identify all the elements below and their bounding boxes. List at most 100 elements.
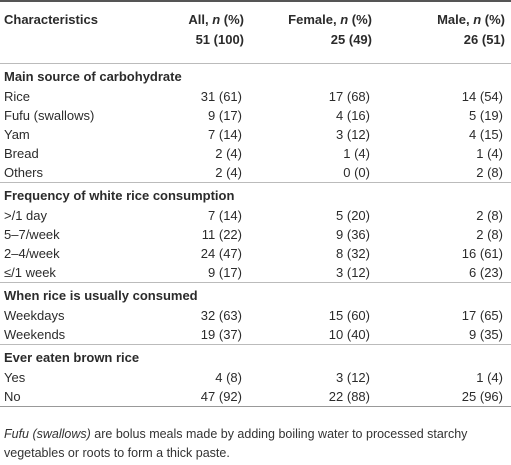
cell: 2 (8) [476, 208, 503, 223]
cell: 4 (15) [469, 127, 503, 142]
cell: 6 (23) [469, 264, 503, 280]
row-label: Yam [4, 127, 30, 142]
cell: 1 (4) [343, 146, 370, 161]
cell: 24 (47) [200, 246, 242, 261]
header-total: 26 (51) [463, 32, 505, 47]
header-label: All, [188, 12, 213, 27]
section-row: When rice is usually consumed [0, 282, 511, 306]
cell: 5 (19) [469, 108, 503, 123]
section: Frequency of white rice consumption >/1 d… [0, 182, 511, 282]
row-label: Weekdays [4, 308, 65, 323]
footnote: Fufu (swallows) are bolus meals made by … [4, 425, 504, 463]
cell: 32 (63) [200, 308, 242, 323]
cell: 3 (12) [336, 127, 370, 142]
section-row: Ever eaten brown rice [0, 344, 511, 368]
header-label: Female, [288, 12, 341, 27]
row-label: 5–7/week [4, 227, 60, 242]
cell: 31 (61) [200, 89, 242, 104]
table-header: Characteristics All, n (%) 51 (100) Female,… [0, 1, 511, 63]
header-label: (%) [348, 12, 372, 27]
cell: 17 (65) [461, 308, 503, 323]
table-row: 2–4/week 24 (47) 8 (32) 16 (61) [0, 244, 511, 263]
header-italic: n [212, 12, 221, 27]
cell: 16 (61) [461, 246, 503, 261]
cell: 5 (20) [336, 208, 370, 223]
column-header: Male, n (%) 26 (51) [378, 1, 511, 63]
cell: 2 (8) [476, 164, 503, 180]
table-row: Rice 31 (61) 17 (68) 14 (54) [0, 87, 511, 106]
cell: 3 (12) [336, 370, 370, 385]
table-row: Yes 4 (8) 3 (12) 1 (4) [0, 368, 511, 387]
row-label: Yes [4, 370, 26, 385]
cell: 2 (4) [215, 164, 242, 180]
cell: 9 (36) [336, 227, 370, 242]
header-label: Male, [437, 12, 474, 27]
cell: 9 (17) [208, 264, 242, 280]
table-row: Weekends 19 (37) 10 (40) 9 (35) [0, 325, 511, 344]
header-label: (%) [220, 12, 244, 27]
section-title: Main source of carbohydrate [4, 69, 182, 85]
row-label: Fufu (swallows) [4, 108, 95, 123]
header-label: Characteristics [4, 12, 98, 27]
cell: 7 (14) [208, 208, 242, 223]
cell: 11 (22) [201, 227, 242, 242]
section-title: Ever eaten brown rice [4, 350, 140, 366]
column-header: Characteristics [0, 1, 180, 63]
cell: 4 (16) [336, 108, 370, 123]
table-row: Yam 7 (14) 3 (12) 4 (15) [0, 125, 511, 144]
cell: 15 (60) [328, 308, 370, 323]
section-title: Frequency of white rice consumption [4, 188, 235, 204]
cell: 25 (96) [461, 388, 503, 404]
cell: 9 (35) [469, 326, 503, 342]
cell: 2 (4) [215, 146, 242, 161]
column-header: Female, n (%) 25 (49) [250, 1, 378, 63]
row-label: ≤/1 week [4, 264, 56, 280]
row-label: Bread [4, 146, 39, 161]
row-label: >/1 day [4, 208, 48, 223]
footnote-italic: Fufu (swallows) [4, 427, 91, 441]
cell: 17 (68) [328, 89, 370, 104]
cell: 9 (17) [208, 108, 242, 123]
section: Ever eaten brown rice Yes 4 (8) 3 (12) 1 (4)… [0, 344, 511, 406]
table-row: Bread 2 (4) 1 (4) 1 (4) [0, 144, 511, 163]
cell: 7 (14) [208, 127, 242, 142]
table-row: ≤/1 week 9 (17) 3 (12) 6 (23) [0, 263, 511, 282]
cell: 22 (88) [328, 388, 370, 404]
section-row: Main source of carbohydrate [0, 63, 511, 87]
cell: 1 (4) [476, 146, 503, 161]
table-row: Others 2 (4) 0 (0) 2 (8) [0, 163, 511, 182]
header-row: Characteristics All, n (%) 51 (100) Female,… [0, 1, 511, 63]
row-label: No [4, 388, 21, 404]
cell: 2 (8) [476, 227, 503, 242]
cell: 47 (92) [200, 388, 242, 404]
cell: 14 (54) [461, 89, 503, 104]
cell: 19 (37) [200, 326, 242, 342]
table-row: No 47 (92) 22 (88) 25 (96) [0, 387, 511, 406]
cell: 10 (40) [328, 326, 370, 342]
section-row: Frequency of white rice consumption [0, 182, 511, 206]
row-label: Rice [4, 89, 31, 104]
header-total: 25 (49) [330, 32, 372, 47]
table-row: Fufu (swallows) 9 (17) 4 (16) 5 (19) [0, 106, 511, 125]
header-italic: n [340, 12, 349, 27]
header-label: (%) [481, 12, 505, 27]
cell: 3 (12) [336, 264, 370, 280]
section: Main source of carbohydrate Rice 31 (61) 17… [0, 63, 511, 182]
column-header: All, n (%) 51 (100) [180, 1, 250, 63]
cell: 4 (8) [215, 370, 242, 385]
row-label: 2–4/week [4, 246, 60, 261]
section: When rice is usually consumed Weekdays 32 … [0, 282, 511, 344]
row-label: Others [4, 164, 44, 180]
cell: 1 (4) [476, 370, 503, 385]
table-row: 5–7/week 11 (22) 9 (36) 2 (8) [0, 225, 511, 244]
cell: 0 (0) [343, 164, 370, 180]
row-label: Weekends [4, 326, 66, 342]
header-total: 51 (100) [195, 32, 244, 47]
table-row: >/1 day 7 (14) 5 (20) 2 (8) [0, 206, 511, 225]
header-italic: n [473, 12, 482, 27]
table-row: Weekdays 32 (63) 15 (60) 17 (65) [0, 306, 511, 325]
footnote-text: are bolus meals made by adding boiling w… [4, 427, 468, 460]
data-table: Characteristics All, n (%) 51 (100) Female,… [0, 1, 511, 406]
cell: 8 (32) [336, 246, 370, 261]
